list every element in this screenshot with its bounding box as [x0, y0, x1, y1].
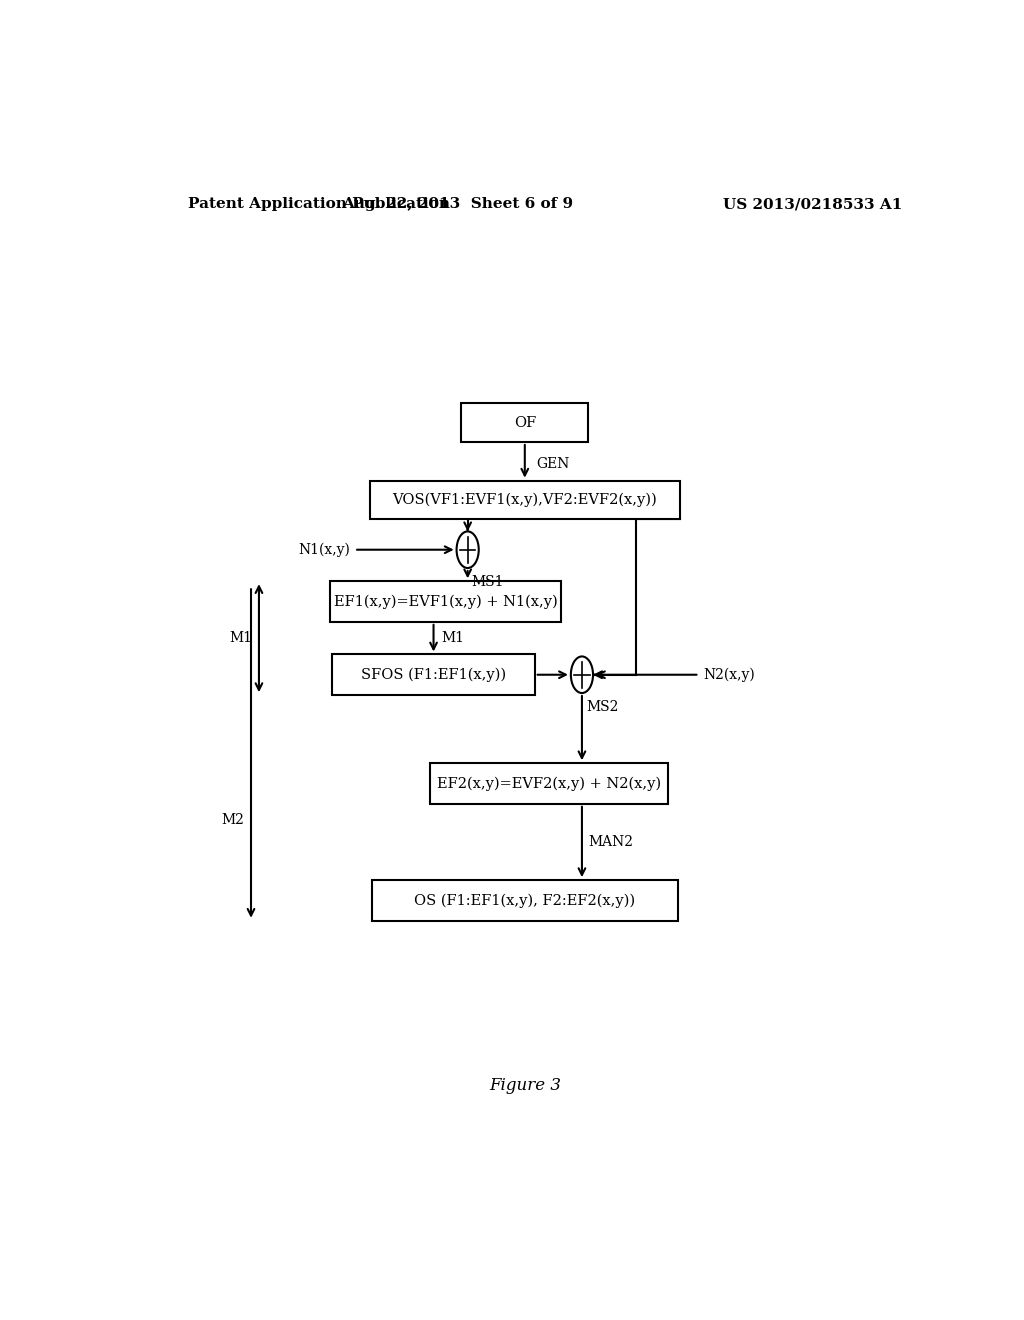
Text: US 2013/0218533 A1: US 2013/0218533 A1	[723, 197, 902, 211]
Text: OS (F1:EF1(x,y), F2:EF2(x,y)): OS (F1:EF1(x,y), F2:EF2(x,y))	[415, 894, 635, 908]
Text: MS2: MS2	[586, 700, 618, 714]
Bar	[331, 581, 560, 622]
Text: Aug. 22, 2013  Sheet 6 of 9: Aug. 22, 2013 Sheet 6 of 9	[342, 197, 572, 211]
Ellipse shape	[570, 656, 593, 693]
Bar	[372, 880, 678, 921]
Text: Figure 3: Figure 3	[488, 1077, 561, 1094]
Bar	[370, 480, 680, 519]
Ellipse shape	[457, 532, 479, 568]
Text: VOS(VF1:EVF1(x,y),VF2:EVF2(x,y)): VOS(VF1:EVF1(x,y),VF2:EVF2(x,y))	[392, 492, 657, 507]
Bar	[461, 404, 588, 442]
Text: MAN2: MAN2	[588, 836, 633, 849]
Text: N1(x,y): N1(x,y)	[298, 543, 350, 557]
Text: MS1: MS1	[472, 576, 504, 589]
Text: N2(x,y): N2(x,y)	[703, 668, 755, 682]
Text: GEN: GEN	[537, 457, 570, 471]
Text: Patent Application Publication: Patent Application Publication	[187, 197, 450, 211]
Text: M1: M1	[229, 631, 253, 645]
Text: EF1(x,y)=EVF1(x,y) + N1(x,y): EF1(x,y)=EVF1(x,y) + N1(x,y)	[334, 594, 557, 609]
Bar	[430, 763, 668, 804]
Bar	[333, 655, 535, 696]
Text: OF: OF	[514, 416, 536, 430]
Text: EF2(x,y)=EVF2(x,y) + N2(x,y): EF2(x,y)=EVF2(x,y) + N2(x,y)	[436, 776, 660, 791]
Text: SFOS (F1:EF1(x,y)): SFOS (F1:EF1(x,y))	[361, 668, 506, 682]
Text: M2: M2	[222, 813, 245, 828]
Text: M1: M1	[441, 631, 465, 645]
